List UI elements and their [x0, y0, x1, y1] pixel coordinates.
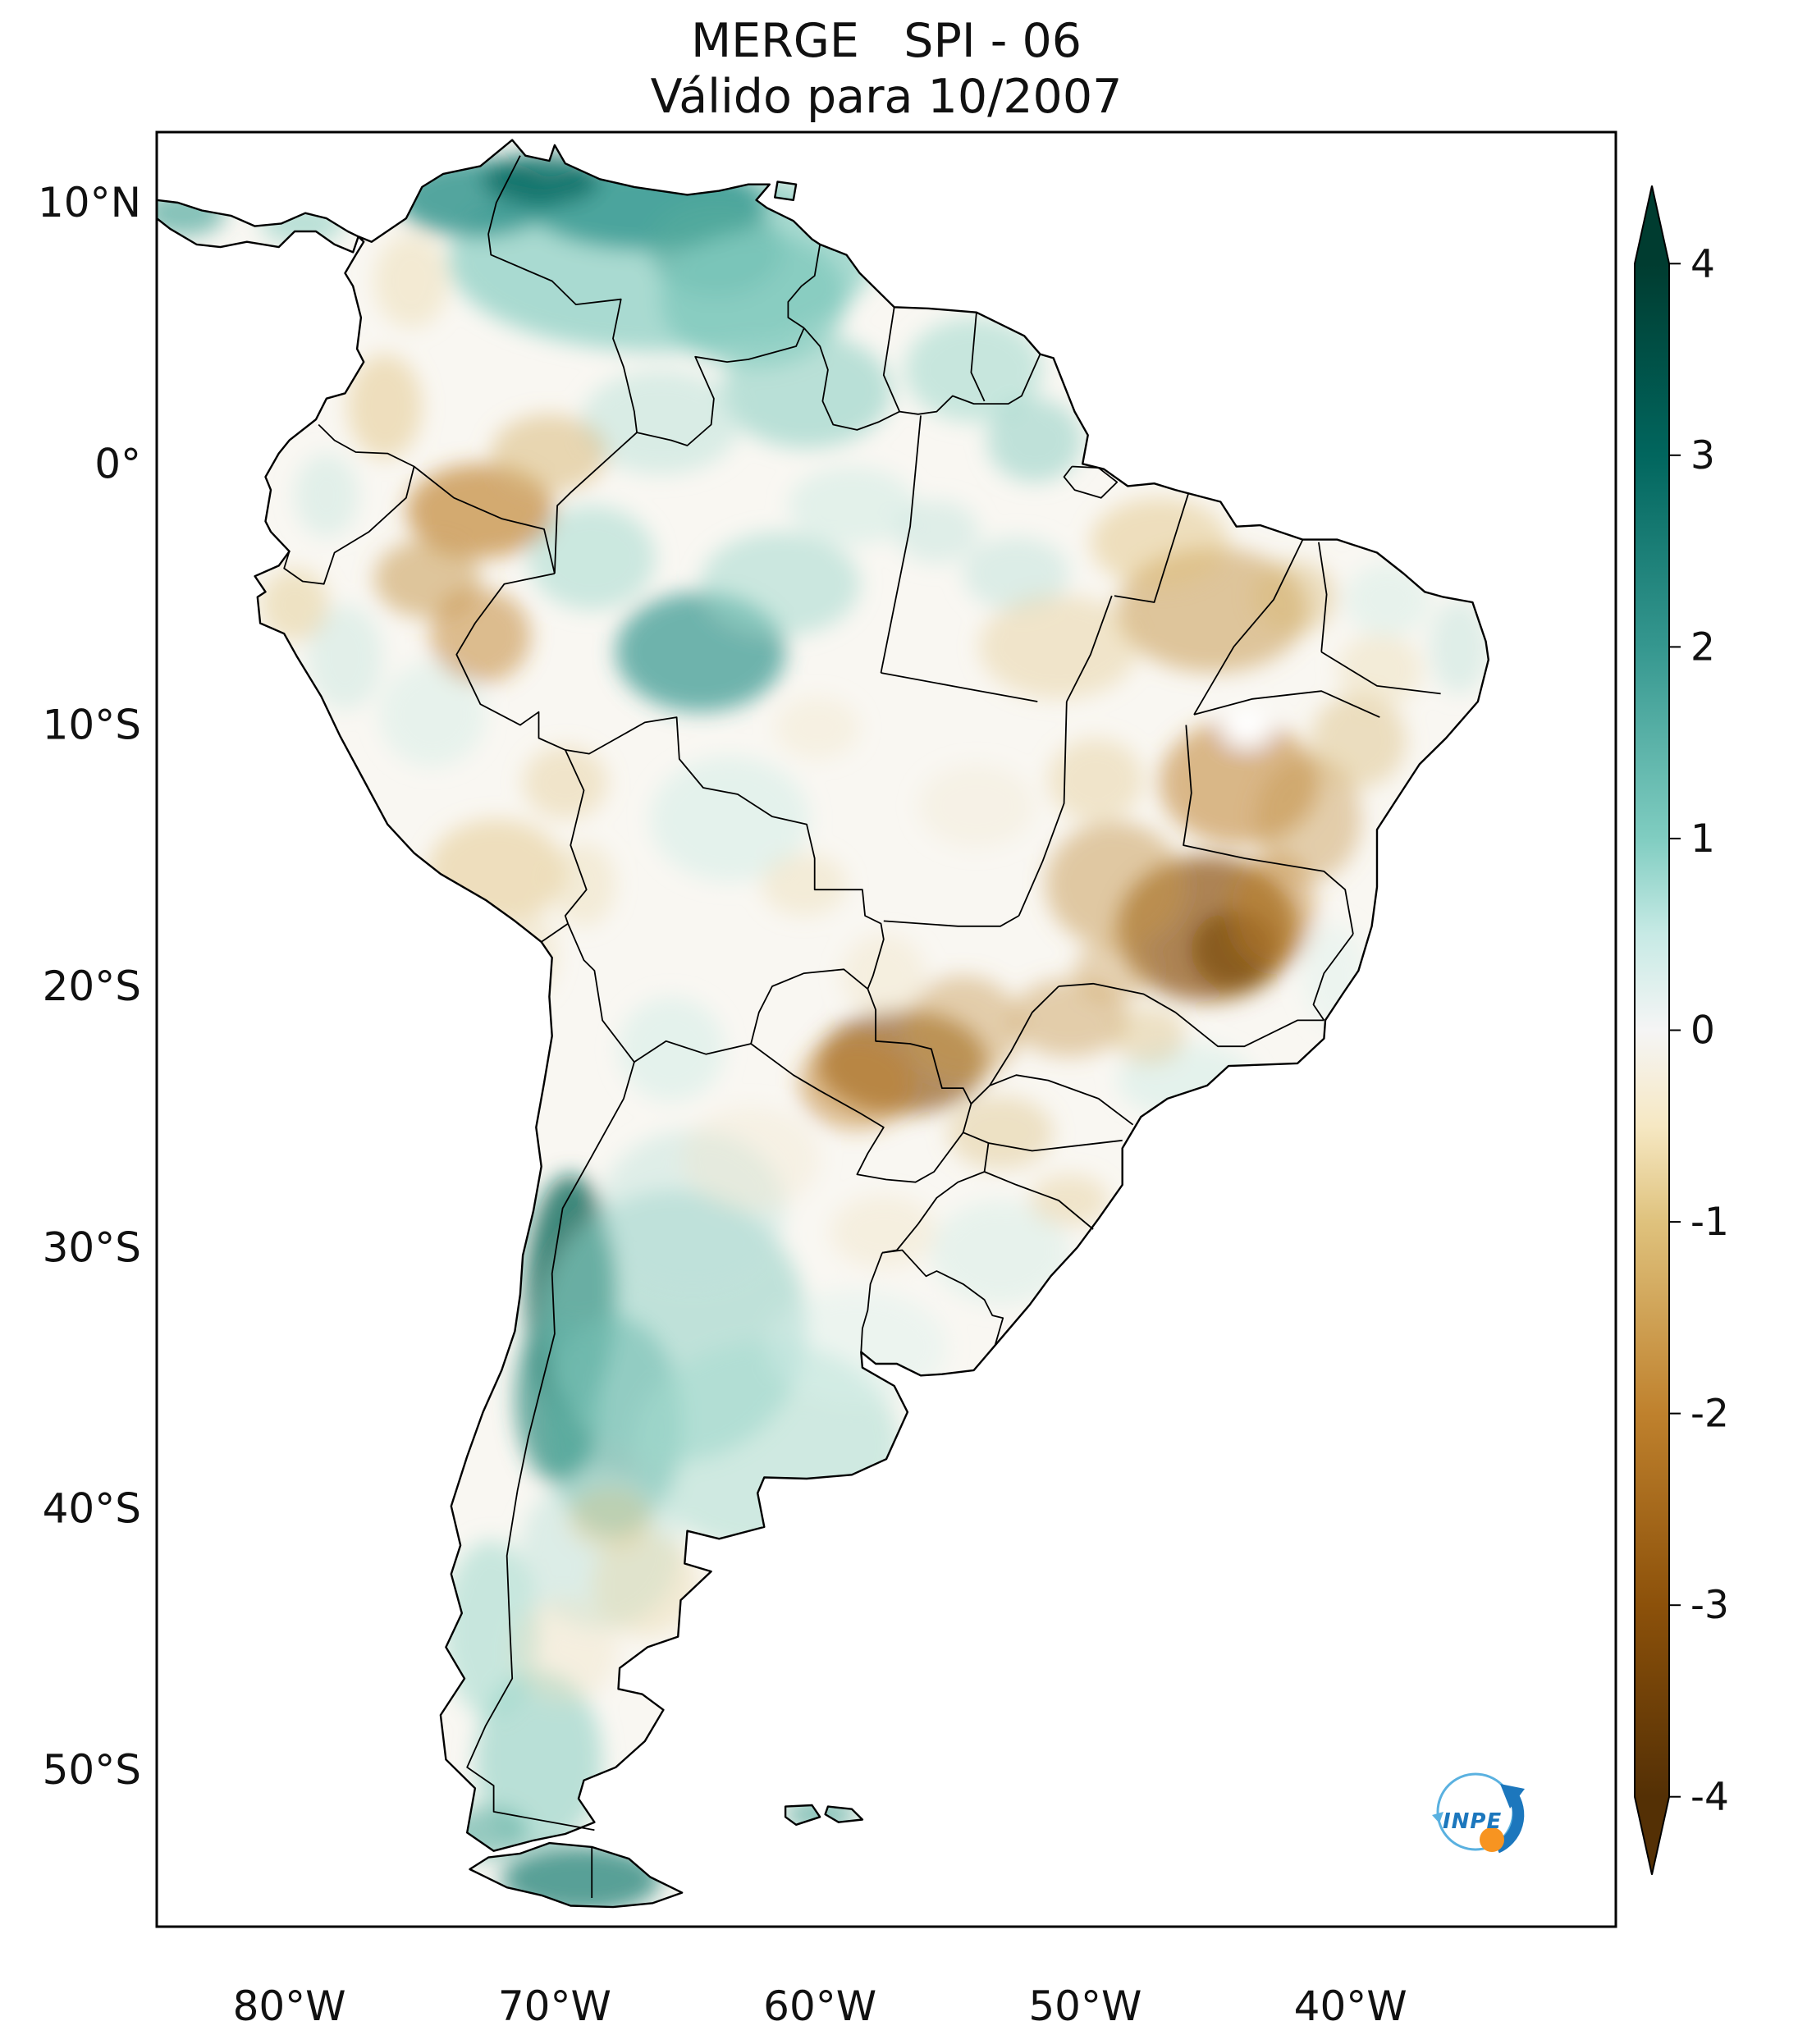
lat-tick-label: 30°S: [43, 1223, 141, 1271]
figure-title: MERGE SPI - 06: [690, 14, 1082, 68]
map-area: [157, 139, 1489, 1909]
colorbar-tick-label: -2: [1690, 1392, 1729, 1437]
inpe-logo-text: INPE: [1443, 1809, 1502, 1834]
colorbar-tick-label: 4: [1690, 241, 1715, 286]
inpe-logo-bold-arrowhead: [1500, 1784, 1525, 1809]
colorbar-tick-label: -1: [1690, 1200, 1729, 1245]
plot-frame: [155, 130, 1617, 1928]
colorbar-tick-label: -3: [1690, 1583, 1729, 1628]
colorbar-tick-label: -4: [1690, 1775, 1729, 1820]
lat-tick-label: 10°N: [38, 179, 141, 226]
colorbar-tick-label: 0: [1690, 1008, 1715, 1054]
lon-tick-label: 50°W: [1028, 1982, 1141, 2030]
lat-tick-label: 0°: [94, 440, 141, 487]
lon-tick-label: 80°W: [233, 1982, 346, 2030]
colorbar-tick-label: 1: [1690, 816, 1715, 862]
inpe-logo-arrowhead: [1432, 1812, 1443, 1823]
lat-tick-label: 40°S: [43, 1485, 141, 1533]
inpe-logo: INPE: [1432, 1772, 1525, 1854]
lon-tick-label: 70°W: [498, 1982, 611, 2030]
figure-subtitle: Válido para 10/2007: [650, 70, 1123, 124]
lat-tick-label: 20°S: [43, 963, 141, 1010]
lat-tick-label: 50°S: [43, 1746, 141, 1794]
lon-tick-label: 40°W: [1294, 1982, 1407, 2030]
colorbar-tick-label: 3: [1690, 433, 1715, 478]
colorbar-tick-label: 2: [1690, 624, 1715, 670]
lon-tick-label: 60°W: [763, 1982, 876, 2030]
colorbar-gradient: [1634, 185, 1670, 1875]
colorbar: 4 3 2 1 0 -1 -2 -3 -4: [1634, 185, 1729, 1875]
lat-tick-label: 10°S: [43, 702, 141, 749]
inpe-logo-orange-ball: [1480, 1827, 1504, 1852]
coastline: [157, 139, 1489, 1909]
